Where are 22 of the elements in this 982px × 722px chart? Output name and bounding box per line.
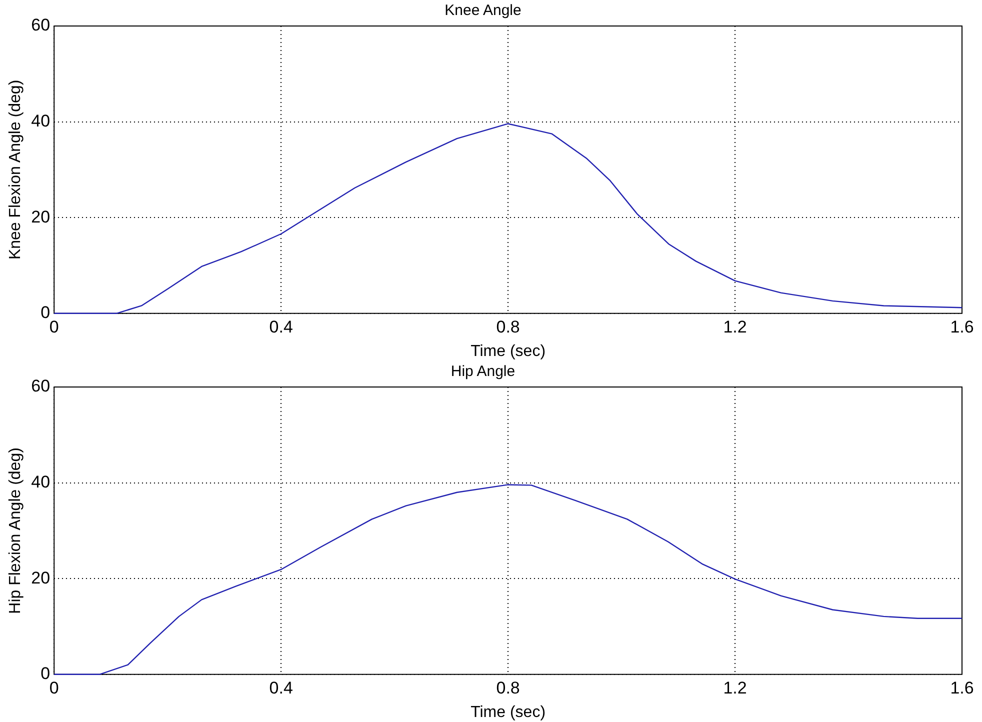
- chart-title: Hip Angle: [450, 363, 516, 380]
- y-axis-title: Knee Flexion Angle (deg): [7, 80, 24, 260]
- y-tick-label: 60: [31, 16, 50, 35]
- x-tick-label: 1.2: [723, 317, 747, 336]
- y-tick-label: 20: [31, 207, 50, 226]
- y-tick-label: 20: [31, 568, 50, 588]
- y-tick-label: 0: [40, 664, 50, 684]
- y-tick-label: 0: [40, 303, 50, 322]
- x-tick-label: 0.8: [496, 317, 520, 336]
- y-axis-title: Hip Flexion Angle (deg): [7, 448, 24, 614]
- x-axis-title: Time (sec): [470, 342, 546, 360]
- chart-title: Knee Angle: [444, 2, 522, 20]
- x-tick-label: 1.6: [950, 317, 974, 336]
- x-axis-title: Time (sec): [470, 704, 546, 721]
- x-tick-label: 0.4: [269, 317, 293, 336]
- y-tick-label: 60: [31, 376, 50, 396]
- x-tick-label: 1.2: [723, 678, 747, 698]
- x-tick-label: 1.6: [950, 678, 974, 698]
- x-tick-label: 0.8: [496, 678, 520, 698]
- y-tick-label: 40: [31, 111, 50, 130]
- x-tick-label: 0.4: [269, 678, 293, 698]
- y-tick-label: 40: [31, 472, 50, 492]
